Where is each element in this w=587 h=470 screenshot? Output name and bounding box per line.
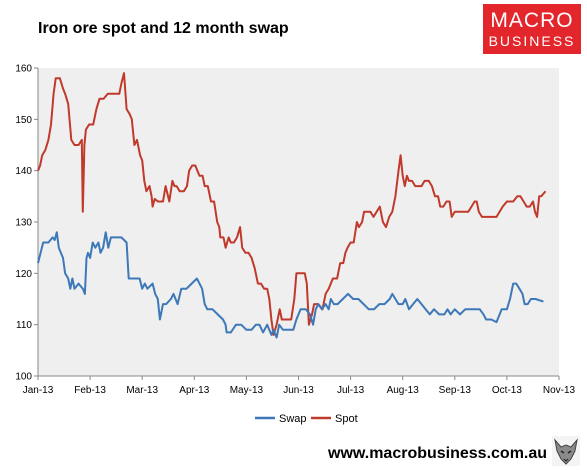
legend-label-swap: Swap <box>279 413 307 425</box>
x-axis-ticks: Jan-13 Feb-13 Mar-13 Apr-13 May-13 Jun-13 Jul-… <box>23 376 576 396</box>
x-tick-label: May-13 <box>230 385 264 396</box>
logo-line-business: BUSINESS <box>488 33 576 49</box>
y-tick-label: 130 <box>15 218 32 229</box>
legend-label-spot: Spot <box>335 413 358 425</box>
x-tick-label: Nov-13 <box>543 385 576 396</box>
fox-logo-icon <box>552 436 580 466</box>
legend: Swap Spot <box>255 413 358 425</box>
series-line-swap <box>37 231 544 339</box>
y-axis-ticks: 100 110 120 130 140 150 160 <box>15 64 38 383</box>
x-tick-label: Apr-13 <box>179 385 209 396</box>
y-tick-label: 110 <box>16 320 32 331</box>
x-tick-label: Feb-13 <box>74 385 106 396</box>
series-lines <box>37 72 547 339</box>
plot-area <box>38 68 559 376</box>
x-tick-label: Jan-13 <box>23 385 54 396</box>
y-tick-label: 150 <box>15 115 32 126</box>
x-tick-label: Oct-13 <box>492 385 522 396</box>
footer-url: www.macrobusiness.com.au <box>328 445 548 462</box>
series-line-spot <box>37 72 547 336</box>
y-tick-label: 100 <box>15 372 32 383</box>
y-tick-label: 160 <box>15 64 32 75</box>
x-tick-label: Sep-13 <box>439 385 472 396</box>
x-tick-label: Aug-13 <box>387 385 420 396</box>
y-tick-label: 140 <box>15 166 32 177</box>
chart-title: Iron ore spot and 12 month swap <box>38 20 289 37</box>
y-tick-label: 120 <box>15 269 32 280</box>
macrobusiness-logo: MACRO BUSINESS <box>483 4 581 54</box>
x-tick-label: Mar-13 <box>126 385 158 396</box>
x-tick-label: Jun-13 <box>283 385 314 396</box>
logo-line-macro: MACRO <box>490 9 574 32</box>
x-tick-label: Jul-13 <box>337 385 365 396</box>
